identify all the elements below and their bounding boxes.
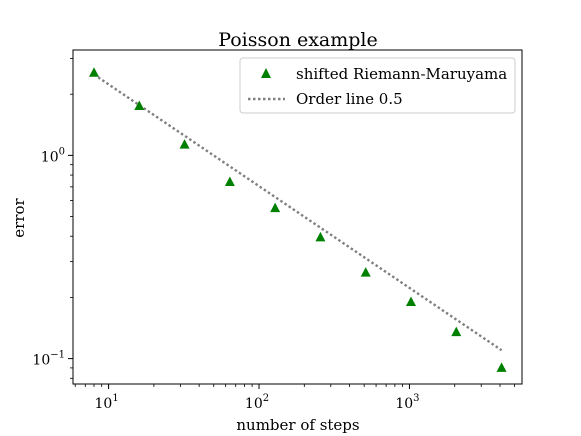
y-tick-label: 10−1	[32, 350, 65, 369]
data-point-triangle	[224, 176, 235, 186]
legend-label-line: Order line 0.5	[296, 90, 403, 108]
legend-marker-triangle	[261, 68, 271, 78]
legend: shifted Riemann-Maruyama Order line 0.5	[239, 57, 516, 114]
data-point-triangle	[315, 231, 326, 242]
x-axis-ticks: 101 102 103	[74, 384, 515, 412]
x-tick-label: 103	[395, 393, 419, 412]
legend-label-markers: shifted Riemann-Maruyama	[296, 65, 507, 83]
data-point-triangle	[405, 296, 416, 306]
y-axis-label: error	[10, 197, 28, 237]
data-point-triangle	[89, 67, 100, 77]
data-point-triangle	[451, 326, 462, 337]
legend-box	[239, 57, 516, 114]
data-series	[89, 67, 507, 372]
y-tick-label: 100	[41, 146, 65, 165]
x-axis-label: number of steps	[236, 416, 359, 434]
data-point-triangle	[360, 267, 371, 277]
chart-title: Poisson example	[218, 29, 378, 51]
data-point-triangle	[496, 362, 507, 372]
y-axis-ticks: 100 10−1	[32, 58, 73, 379]
data-point-triangle	[134, 100, 145, 110]
order-line	[93, 73, 503, 352]
data-point-triangle	[179, 139, 190, 149]
x-tick-label: 101	[94, 393, 118, 412]
data-point-triangle	[270, 202, 281, 213]
x-tick-label: 102	[245, 393, 269, 412]
plot-area	[72, 49, 523, 385]
